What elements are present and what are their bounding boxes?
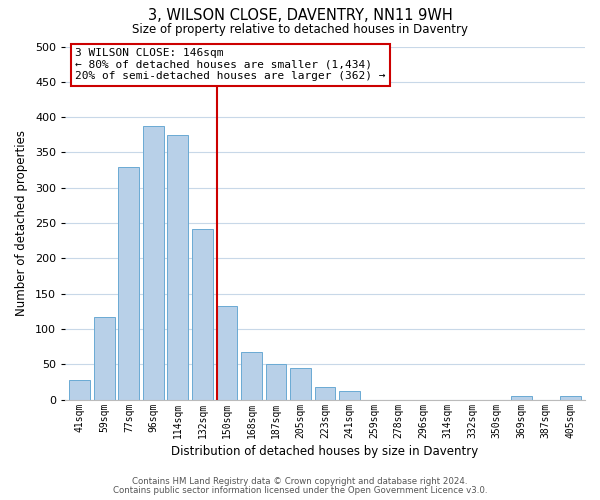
Bar xyxy=(94,317,115,400)
Bar xyxy=(118,166,139,400)
Bar xyxy=(290,368,311,400)
Bar xyxy=(266,364,286,400)
Text: 3, WILSON CLOSE, DAVENTRY, NN11 9WH: 3, WILSON CLOSE, DAVENTRY, NN11 9WH xyxy=(148,8,452,22)
Bar xyxy=(143,126,164,400)
Bar xyxy=(217,306,238,400)
Text: 3 WILSON CLOSE: 146sqm
← 80% of detached houses are smaller (1,434)
20% of semi-: 3 WILSON CLOSE: 146sqm ← 80% of detached… xyxy=(76,48,386,82)
Text: Contains public sector information licensed under the Open Government Licence v3: Contains public sector information licen… xyxy=(113,486,487,495)
Text: Contains HM Land Registry data © Crown copyright and database right 2024.: Contains HM Land Registry data © Crown c… xyxy=(132,477,468,486)
Bar xyxy=(192,228,213,400)
Bar xyxy=(167,135,188,400)
Bar xyxy=(511,396,532,400)
Text: Size of property relative to detached houses in Daventry: Size of property relative to detached ho… xyxy=(132,22,468,36)
Y-axis label: Number of detached properties: Number of detached properties xyxy=(15,130,28,316)
Bar xyxy=(70,380,90,400)
Bar xyxy=(560,396,581,400)
Bar xyxy=(241,352,262,400)
Bar xyxy=(339,391,360,400)
Bar xyxy=(314,387,335,400)
X-axis label: Distribution of detached houses by size in Daventry: Distribution of detached houses by size … xyxy=(172,444,479,458)
